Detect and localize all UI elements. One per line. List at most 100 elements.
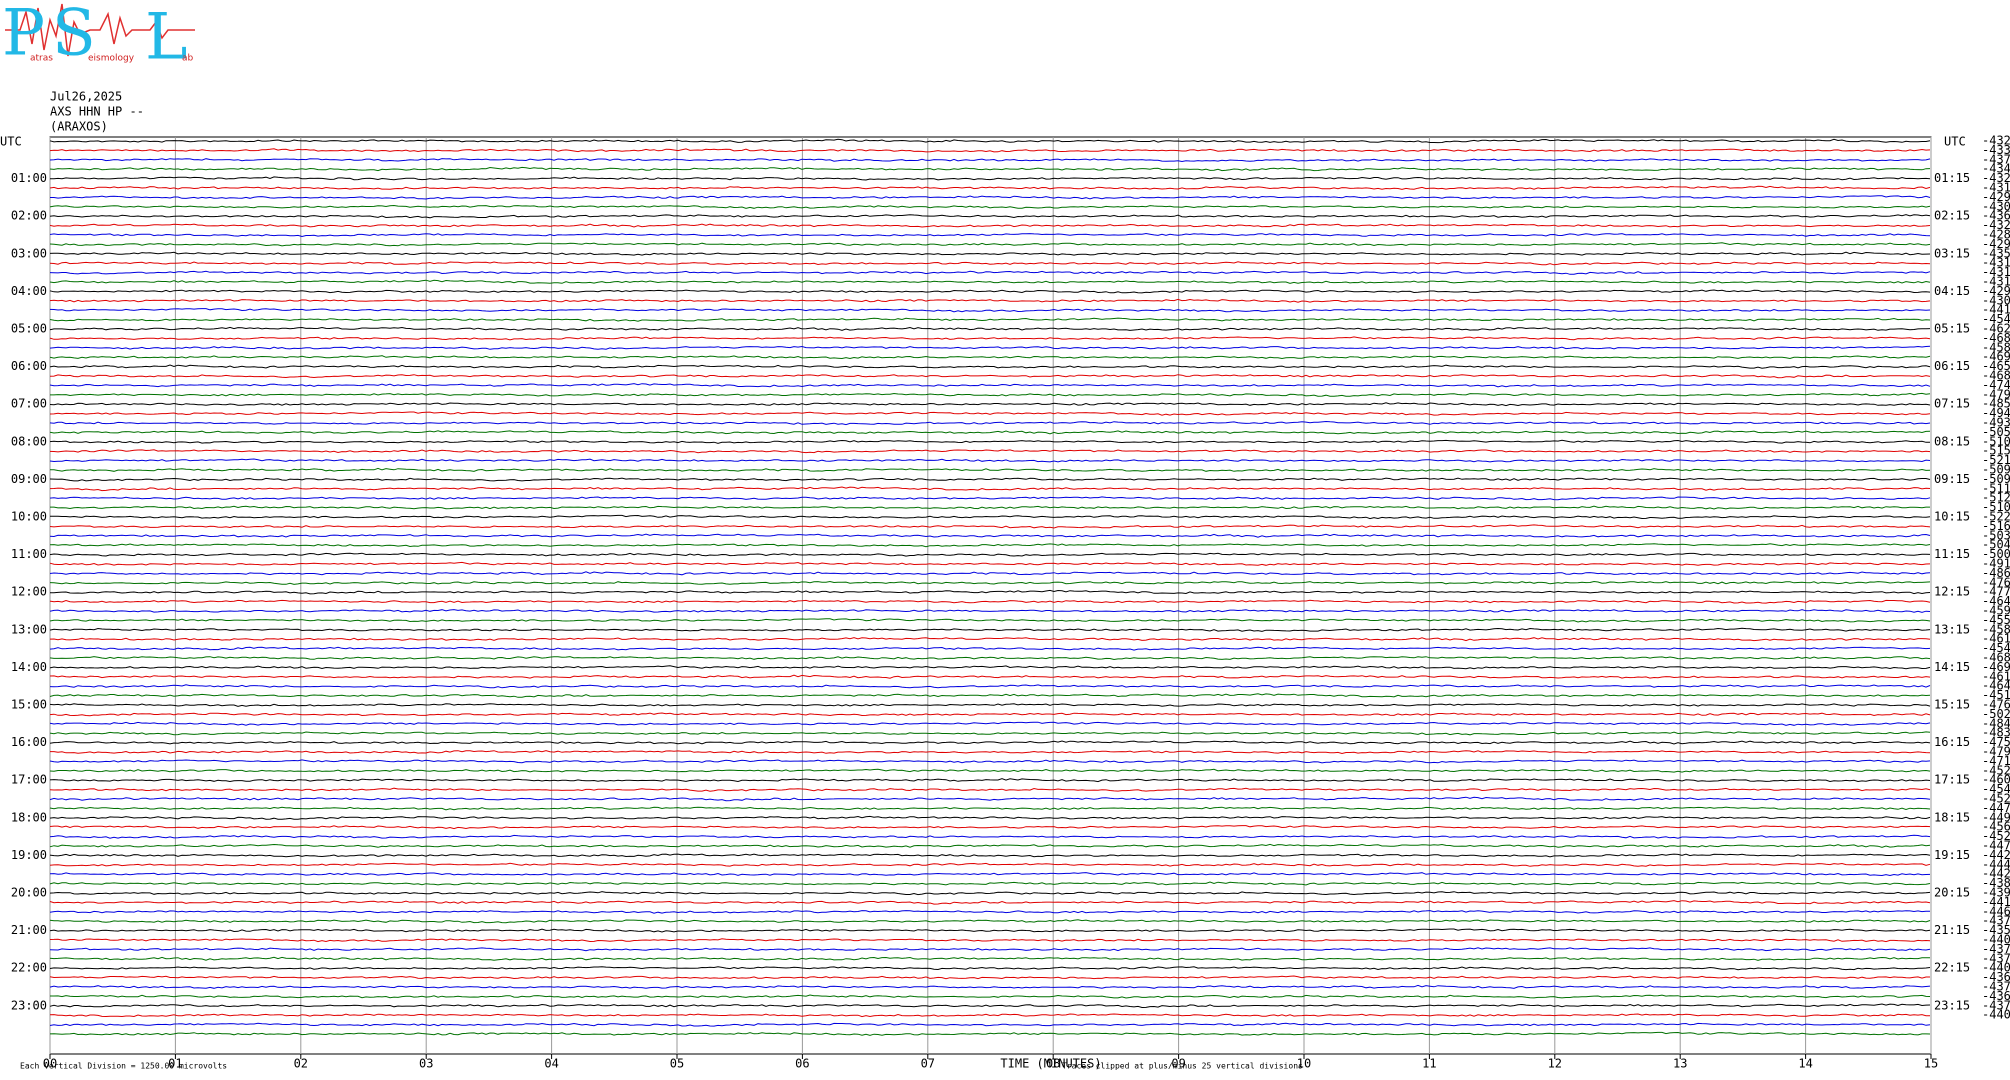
- hour-label-left: 04:00: [11, 284, 47, 298]
- seismic-trace: [49, 656, 1931, 661]
- logo-word: ab: [182, 54, 194, 64]
- trace-offset: -4585: [1982, 622, 2010, 636]
- seismic-trace: [49, 158, 1931, 163]
- trace-offset: -4612: [1982, 632, 2010, 646]
- seismic-trace: [49, 947, 1931, 952]
- hour-label-left: 23:00: [11, 998, 47, 1012]
- trace-offset: -4291: [1982, 284, 2010, 298]
- trace-offset: -4403: [1982, 961, 2010, 975]
- seismic-trace: [49, 524, 1931, 529]
- trace-offset: -4741: [1982, 378, 2010, 392]
- trace-offset: -5108: [1982, 434, 2010, 448]
- trace-offset: -5003: [1982, 547, 2010, 561]
- trace-offset: -4716: [1982, 754, 2010, 768]
- trace-offset: -4766: [1982, 698, 2010, 712]
- trace-offset: -4337: [1982, 143, 2010, 157]
- seismic-trace: [49, 919, 1931, 924]
- trace-offset: -4410: [1982, 895, 2010, 909]
- seismic-trace: [49, 796, 1931, 802]
- seismic-trace: [49, 571, 1931, 576]
- logo-letter: P: [2, 0, 45, 71]
- hour-label-right: 19:15: [1934, 848, 1970, 862]
- hour-label-right: 07:15: [1934, 397, 1970, 411]
- seismic-trace: [49, 787, 1931, 792]
- seismic-trace: [49, 242, 1931, 247]
- hour-label-left: 15:00: [11, 698, 47, 712]
- seismic-trace: [49, 599, 1931, 604]
- trace-offset: -5167: [1982, 519, 2010, 533]
- seismic-trace: [49, 843, 1931, 848]
- trace-offset: -4298: [1982, 190, 2010, 204]
- logo: P S L atras eismology ab: [2, 0, 195, 75]
- minute-label: 09: [1171, 1057, 1185, 1071]
- trace-offset: -5044: [1982, 538, 2010, 552]
- trace-offset: -4686: [1982, 331, 2010, 345]
- hour-label-right: 08:15: [1934, 434, 1970, 448]
- logo-word: eismology: [88, 54, 135, 64]
- seismic-trace: [49, 712, 1931, 717]
- hour-label-left: 14:00: [11, 660, 47, 674]
- seismic-trace: [49, 561, 1931, 566]
- seismic-trace: [49, 552, 1931, 557]
- seismic-trace: [50, 505, 1930, 510]
- trace-offset: -5228: [1982, 510, 2010, 524]
- seismic-trace: [49, 928, 1931, 933]
- trace-offset: -4612: [1982, 669, 2010, 683]
- trace-offset: -4515: [1982, 688, 2010, 702]
- seismic-trace: [49, 298, 1931, 303]
- trace-offset: -4360: [1982, 209, 2010, 223]
- utc-left: UTC: [0, 135, 22, 149]
- hour-label-left: 02:00: [11, 209, 47, 223]
- seismic-trace: [49, 1013, 1930, 1018]
- seismic-trace: [50, 392, 1931, 397]
- seismic-trace: [49, 251, 1931, 256]
- trace-offset: -4475: [1982, 801, 2010, 815]
- seismic-trace: [50, 750, 1931, 755]
- hour-label-left: 03:00: [11, 246, 47, 260]
- trace-offset: -5057: [1982, 425, 2010, 439]
- trace-offset: -4653: [1982, 359, 2010, 373]
- seismic-trace: [49, 383, 1931, 388]
- hour-label-left: 16:00: [11, 735, 47, 749]
- seismic-trace: [49, 815, 1931, 820]
- hour-label-left: 22:00: [11, 961, 47, 975]
- hour-label-left: 05:00: [11, 322, 47, 336]
- seismic-trace: [49, 420, 1931, 426]
- trace-offset: -4693: [1982, 660, 2010, 674]
- trace-offset: -4367: [1982, 989, 2010, 1003]
- seismic-trace: [49, 721, 1931, 726]
- seismic-trace: [49, 825, 1931, 830]
- seismic-trace: [49, 731, 1931, 736]
- trace-offset: -4424: [1982, 848, 2010, 862]
- trace-offset: -4373: [1982, 914, 2010, 928]
- seismic-trace: [49, 984, 1931, 989]
- trace-offset: -4601: [1982, 773, 2010, 787]
- trace-offset: -4591: [1982, 604, 2010, 618]
- logo-wave: [5, 3, 195, 57]
- trace-offset: -4521: [1982, 792, 2010, 806]
- trace-offset: -4792: [1982, 387, 2010, 401]
- trace-offset: -4307: [1982, 199, 2010, 213]
- minute-label: 08: [1046, 1057, 1060, 1071]
- hour-label-right: 15:15: [1934, 698, 1970, 712]
- seismic-trace: [50, 994, 1931, 999]
- seismic-trace: [49, 834, 1931, 839]
- trace-offset: -4404: [1982, 1008, 2010, 1022]
- seismic-trace: [49, 514, 1931, 520]
- minute-label: 06: [795, 1057, 809, 1071]
- hour-label-right: 11:15: [1934, 547, 1970, 561]
- trace-offset: -4354: [1982, 923, 2010, 937]
- trace-offset: -4857: [1982, 397, 2010, 411]
- hour-label-right: 18:15: [1934, 810, 1970, 824]
- trace-offset: -5038: [1982, 528, 2010, 542]
- seismic-trace: [49, 872, 1931, 877]
- trace-offset: -4640: [1982, 679, 2010, 693]
- hour-label-right: 03:15: [1934, 246, 1970, 260]
- seismic-trace: [49, 148, 1931, 153]
- trace-offset: -4290: [1982, 237, 2010, 251]
- minute-label: 14: [1798, 1057, 1812, 1071]
- seismic-trace: [49, 910, 1930, 914]
- seismic-trace: [49, 665, 1931, 670]
- seismic-trace: [49, 533, 1931, 538]
- minute-label: 15: [1924, 1057, 1938, 1071]
